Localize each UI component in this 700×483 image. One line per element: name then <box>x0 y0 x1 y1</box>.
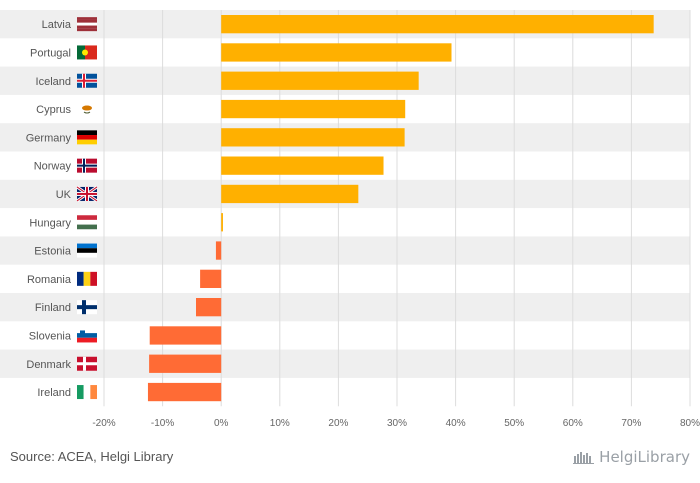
row-band <box>0 236 690 265</box>
latvia-flag <box>77 17 97 32</box>
bar-slovenia <box>149 326 222 345</box>
tick-label: 60% <box>563 418 583 429</box>
uk-flag <box>76 185 98 203</box>
bar-estonia <box>215 241 222 260</box>
brand-name: HelgiLibrary <box>599 448 690 466</box>
estonia-flag <box>77 243 97 258</box>
tick-label: 30% <box>387 418 407 429</box>
category-label: Portugal <box>30 47 71 59</box>
bar-norway <box>221 156 384 175</box>
category-label: Finland <box>35 302 71 314</box>
bar-iceland <box>221 71 419 90</box>
row-band <box>0 293 690 322</box>
portugal-flag <box>77 45 97 60</box>
library-icon <box>573 452 595 464</box>
ireland-flag <box>77 385 97 400</box>
category-label: Hungary <box>29 217 71 229</box>
category-label: Germany <box>26 132 72 144</box>
category-label: Ireland <box>37 387 71 399</box>
brand-logo: HelgiLibrary <box>573 448 690 466</box>
bar-chart: Latvia Portugal Iceland Cyprus Germany Norway… <box>0 10 700 429</box>
bar-cyprus <box>221 99 406 119</box>
bar-denmark <box>149 354 222 373</box>
tick-label: 50% <box>504 418 524 429</box>
tick-label: 0% <box>214 418 229 429</box>
bar-portugal <box>221 43 452 62</box>
finland-flag <box>77 300 97 315</box>
tick-label: 10% <box>270 418 290 429</box>
hungary-flag <box>77 215 97 230</box>
bar-latvia <box>221 15 654 34</box>
tick-label: -10% <box>151 418 174 429</box>
category-label: Cyprus <box>36 104 71 116</box>
category-label: Norway <box>34 161 72 173</box>
category-label: UK <box>56 189 72 201</box>
tick-label: 80% <box>680 418 700 429</box>
row-band <box>0 349 690 378</box>
category-label: Romania <box>27 274 72 286</box>
tick-label: 40% <box>446 418 466 429</box>
bar-uk <box>221 184 359 204</box>
germany-flag <box>77 130 97 145</box>
category-label: Denmark <box>26 359 71 371</box>
bar-ireland <box>147 382 222 402</box>
cyprus-flag <box>77 102 97 117</box>
tick-label: -20% <box>92 418 115 429</box>
category-label: Slovenia <box>29 330 72 342</box>
norway-flag <box>77 158 97 173</box>
bar-romania <box>200 269 222 288</box>
bar-germany <box>221 128 405 147</box>
source-note: Source: ACEA, Helgi Library <box>10 449 174 464</box>
tick-label: 20% <box>328 418 348 429</box>
denmark-flag <box>77 356 97 371</box>
category-label: Iceland <box>36 76 71 88</box>
bar-finland <box>196 298 222 317</box>
category-label: Estonia <box>34 246 72 258</box>
bar-hungary <box>221 213 223 232</box>
romania-flag <box>77 271 97 286</box>
slovenia-flag <box>77 328 97 343</box>
tick-label: 70% <box>621 418 641 429</box>
category-label: Latvia <box>42 19 72 31</box>
iceland-flag <box>77 73 97 88</box>
